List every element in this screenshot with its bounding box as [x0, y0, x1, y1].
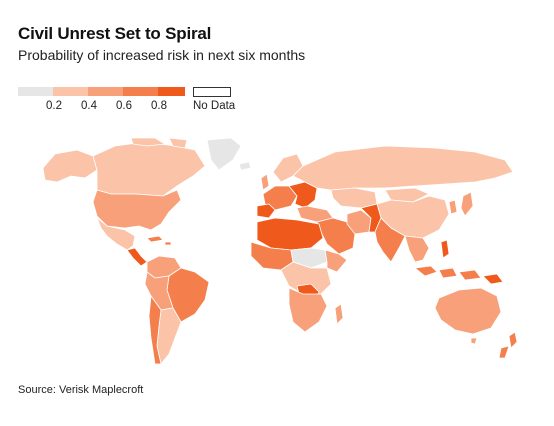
legend-tick-2: 0.6	[116, 100, 132, 112]
region-india	[374, 217, 406, 263]
region-arctic-islands	[130, 138, 188, 149]
region-russia	[292, 145, 514, 191]
region-tasmania	[470, 337, 478, 345]
region-korea-japan	[448, 191, 474, 217]
region-central-america	[126, 247, 148, 267]
region-canada	[92, 141, 206, 197]
region-middle-east	[316, 217, 356, 255]
region-north-africa	[256, 217, 324, 251]
world-map	[42, 138, 518, 365]
region-madagascar	[334, 303, 344, 325]
region-usa	[92, 189, 182, 231]
region-alaska	[42, 149, 98, 183]
region-papua-new-guinea	[482, 273, 504, 285]
region-greenland	[206, 138, 242, 171]
region-horn-of-africa	[324, 249, 348, 273]
region-chile	[148, 294, 162, 365]
region-iceland	[238, 161, 252, 171]
legend-swatch-0	[18, 87, 53, 96]
region-central-africa	[280, 261, 332, 295]
region-philippines	[440, 239, 450, 259]
region-caribbean	[146, 235, 172, 246]
legend-swatch-3	[123, 87, 158, 96]
region-uk	[260, 173, 270, 191]
legend-swatch-2	[88, 87, 123, 96]
legend: 0.2 0.4 0.6 0.8 No Data	[18, 87, 278, 112]
legend-no-data-swatch	[193, 87, 231, 97]
region-mongolia	[384, 187, 430, 203]
region-kazakhstan	[330, 187, 378, 209]
legend-swatch-4	[158, 87, 185, 96]
legend-tick-1: 0.4	[81, 100, 97, 112]
source-note: Source: Verisk Maplecroft	[18, 384, 144, 396]
legend-tick-0: 0.2	[46, 100, 62, 112]
region-new-zealand	[498, 331, 518, 359]
region-mexico	[96, 216, 136, 251]
region-southeast-asia	[404, 235, 430, 263]
legend-tick-3: 0.8	[151, 100, 167, 112]
chart-subtitle: Probability of increased risk in next si…	[18, 47, 306, 63]
legend-swatch-1	[53, 87, 88, 96]
legend-no-data-label: No Data	[193, 100, 236, 112]
region-indonesia	[414, 265, 482, 281]
chart-title: Civil Unrest Set to Spiral	[18, 24, 212, 43]
region-australia	[434, 287, 502, 335]
region-southern-africa	[288, 287, 328, 333]
region-iberia	[256, 203, 276, 219]
